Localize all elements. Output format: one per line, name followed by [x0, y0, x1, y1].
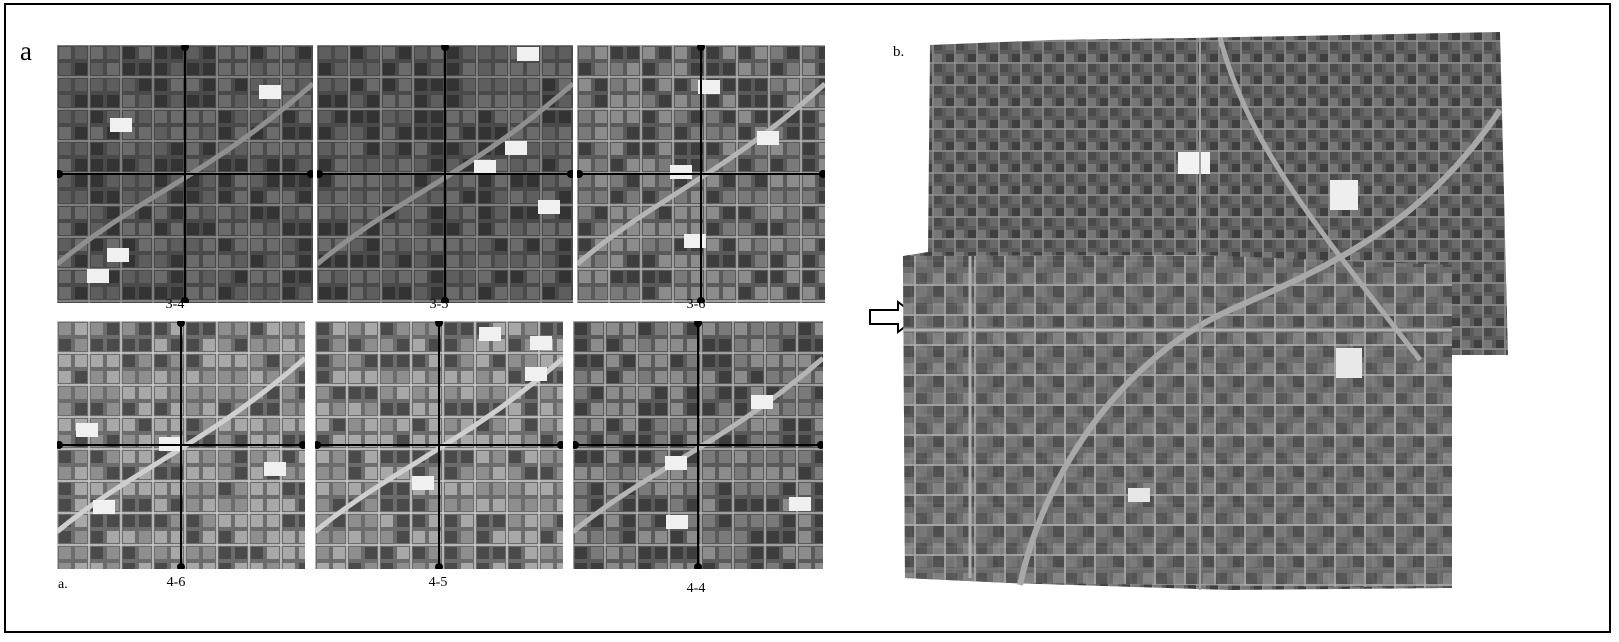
panel-a-footer-letter: a. [58, 577, 68, 592]
aerial-tile-4-5 [315, 321, 563, 569]
aerial-tile-3-4 [57, 45, 313, 303]
tile-caption-4-5: 4-5 [428, 575, 448, 590]
tile-caption-4-6: 4-6 [166, 575, 186, 590]
aerial-tile-3-5 [317, 45, 573, 303]
panel-a-letter: a [20, 36, 32, 66]
aerial-tile-3-6 [577, 45, 825, 303]
aerial-tile-4-4 [573, 321, 823, 569]
tile-caption-3-5: 3-5 [429, 297, 449, 312]
tile-caption-3-4: 3-4 [165, 297, 185, 312]
mosaic-image [903, 32, 1508, 590]
panel-b-letter: b. [893, 44, 905, 60]
tile-caption-4-4: 4-4 [686, 581, 706, 596]
aerial-tile-4-6 [57, 321, 305, 569]
tile-caption-3-6: 3-6 [686, 297, 706, 312]
